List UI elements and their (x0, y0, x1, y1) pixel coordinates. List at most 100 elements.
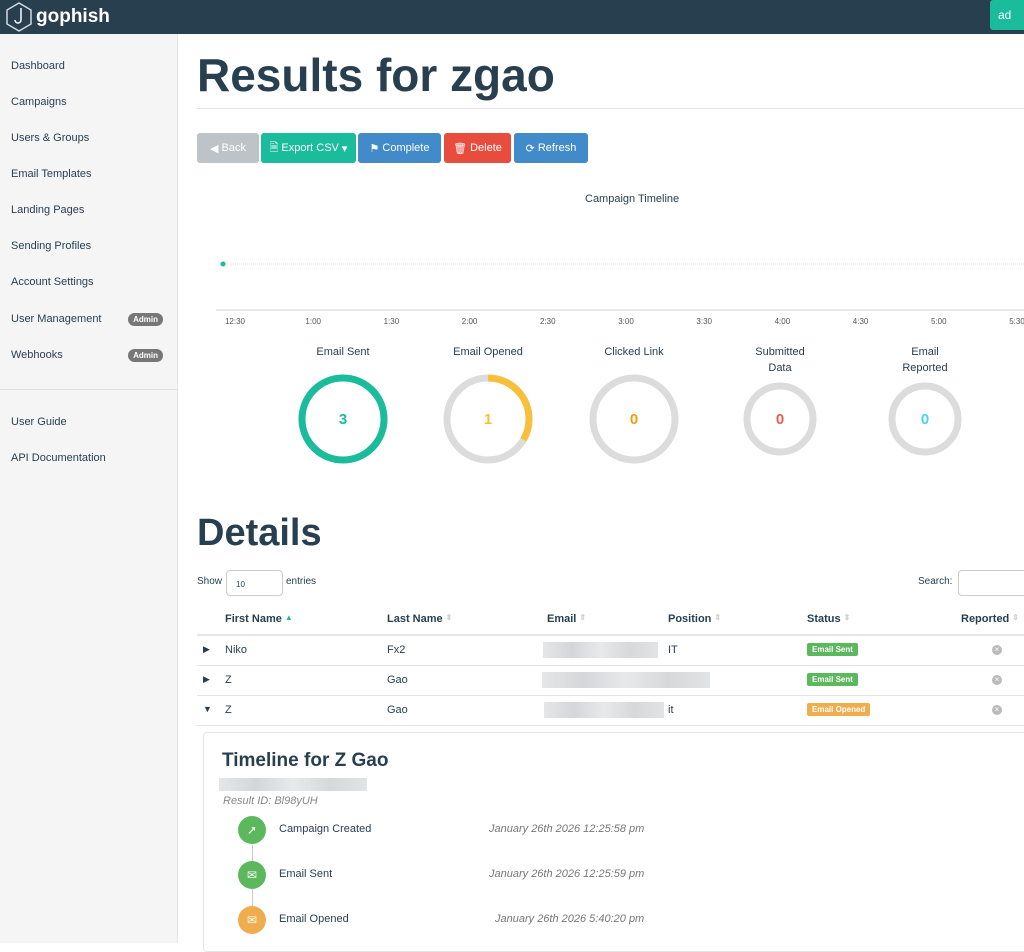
column-label: Last Name (387, 613, 443, 625)
sidebar-item-user-management[interactable]: User Management Admin (11, 313, 163, 326)
event-label: Email Sent (279, 868, 333, 880)
back-button[interactable]: ◀ Back (197, 133, 259, 163)
not-reported-icon: × (992, 645, 1002, 655)
sidebar-item-label: Webhooks (11, 349, 63, 361)
caret-right-icon[interactable]: ▶ (203, 644, 210, 654)
column-email[interactable]: Email ⇕ (547, 613, 586, 625)
sort-asc-icon: ▲ (284, 613, 293, 622)
sidebar-item-account-settings[interactable]: Account Settings (11, 276, 163, 288)
event-label: Campaign Created (279, 823, 372, 835)
column-last-name[interactable]: Last Name ⇕ (387, 613, 452, 625)
page-title: Results for zgao (197, 49, 555, 101)
sidebar-item-label: Campaigns (11, 96, 67, 108)
event-date: January 26th 2026 12:25:58 pm (489, 823, 645, 835)
not-reported-icon: × (992, 675, 1002, 685)
column-position[interactable]: Position ⇕ (668, 613, 721, 625)
cell-email-redacted (542, 672, 710, 688)
row-divider (197, 665, 1024, 666)
stat-label: Submitted Data (755, 346, 805, 374)
x-tick-label: 1:00 (305, 317, 321, 326)
sidebar-item-email-templates[interactable]: Email Templates (11, 168, 163, 180)
sort-icon: ⇕ (714, 613, 722, 622)
entries-select[interactable]: 10 (226, 570, 283, 596)
status-badge: Email Sent (807, 643, 858, 656)
timeline-chart-title: Campaign Timeline (585, 193, 680, 205)
admin-badge: Admin (128, 313, 163, 326)
sort-icon: ⇕ (1012, 613, 1019, 622)
sidebar-link-api-docs[interactable]: API Documentation (11, 452, 163, 464)
arrow-circle-left-icon: ◀ (210, 142, 219, 155)
admin-badge: Admin (128, 349, 163, 362)
sidebar-item-label: Landing Pages (11, 204, 85, 216)
donut-fill (298, 374, 388, 464)
sidebar-item-label: Account Settings (11, 276, 94, 288)
flag-checkered-icon: ⚑ (369, 142, 380, 155)
x-tick-label: 5:00 (931, 317, 947, 326)
button-label: Complete (382, 142, 430, 154)
result-id: Result ID: Bl98yUH (223, 795, 318, 807)
user-menu-button[interactable]: ad (990, 0, 1024, 30)
column-first-name[interactable]: First Name ▲ (225, 613, 293, 625)
column-label: Position (668, 613, 712, 625)
stat-value: 1 (484, 411, 492, 428)
column-status[interactable]: Status ⇕ (807, 613, 850, 625)
button-label: Back (221, 142, 246, 154)
x-tick-label: 12:30 (224, 317, 246, 326)
caret-down-icon: ▾ (341, 142, 348, 155)
complete-button[interactable]: ⚑ Complete (358, 133, 441, 163)
x-tick-label: 1:30 (383, 317, 400, 326)
event-date: January 26th 2026 12:25:59 pm (489, 868, 645, 880)
sidebar-item-users-groups[interactable]: Users & Groups (11, 132, 163, 144)
caret-right-icon[interactable]: ▶ (203, 674, 210, 684)
cell-email-redacted (544, 702, 664, 718)
sidebar-item-sending-profiles[interactable]: Sending Profiles (11, 240, 163, 252)
stat-donut: 1 (443, 374, 533, 464)
row-divider (197, 695, 1024, 696)
column-reported[interactable]: Reported ⇕ (961, 613, 1019, 625)
sort-icon: ⇕ (445, 613, 453, 622)
sidebar-item-label: API Documentation (11, 452, 106, 464)
caret-down-icon[interactable]: ▼ (203, 704, 212, 714)
donut-track (589, 374, 679, 464)
donut-track (743, 382, 817, 456)
brand-name: gophish (36, 6, 110, 27)
sidebar-item-dashboard[interactable]: Dashboard (11, 60, 163, 72)
cell-first-name: Niko (225, 644, 248, 656)
stat-value: 3 (339, 411, 347, 428)
search-input[interactable] (958, 570, 1024, 596)
stat-label: Clicked Link (604, 346, 664, 358)
stat-label: Email Reported (902, 346, 948, 374)
details-title: Details (197, 512, 322, 554)
sort-icon: ⇕ (843, 613, 851, 622)
x-tick-label: 3:30 (696, 317, 712, 326)
event-label: Email Opened (279, 913, 349, 925)
sidebar-item-label: Users & Groups (11, 132, 90, 144)
status-badge: Email Sent (807, 673, 858, 686)
donut-track (888, 382, 962, 456)
stat-donut: 3 (298, 374, 388, 464)
sidebar-item-landing-pages[interactable]: Landing Pages (11, 204, 163, 216)
cell-last-name: Gao (387, 704, 408, 716)
file-excel-icon: 🗎 (269, 141, 279, 154)
divider (197, 108, 1024, 109)
row-divider (197, 725, 1024, 726)
sidebar-item-label: User Guide (11, 416, 67, 428)
result-timeline-title: Timeline for Z Gao (222, 750, 389, 771)
sidebar-item-campaigns[interactable]: Campaigns (11, 96, 163, 108)
envelope-open-icon: ✉ (238, 906, 266, 934)
cell-position: IT (668, 644, 678, 656)
cell-position: it (668, 704, 674, 716)
refresh-button[interactable]: ⟳ Refresh (514, 133, 588, 163)
sidebar-item-label: User Management (11, 313, 102, 325)
refresh-icon: ⟳ (525, 142, 535, 155)
sidebar: Dashboard Campaigns Users & Groups Email… (0, 34, 178, 943)
rocket-icon: ➚ (238, 816, 266, 844)
export-csv-button[interactable]: 🗎 Export CSV ▾ (261, 133, 356, 163)
navbar: gophish ad (0, 0, 1024, 34)
sidebar-item-webhooks[interactable]: Webhooks Admin (11, 349, 163, 362)
brand-logo[interactable]: gophish (6, 2, 110, 32)
delete-button[interactable]: 🗑 Delete (444, 133, 511, 163)
button-label: Refresh (537, 142, 577, 154)
sidebar-link-user-guide[interactable]: User Guide (11, 416, 163, 428)
entries-label: entries (286, 576, 317, 587)
